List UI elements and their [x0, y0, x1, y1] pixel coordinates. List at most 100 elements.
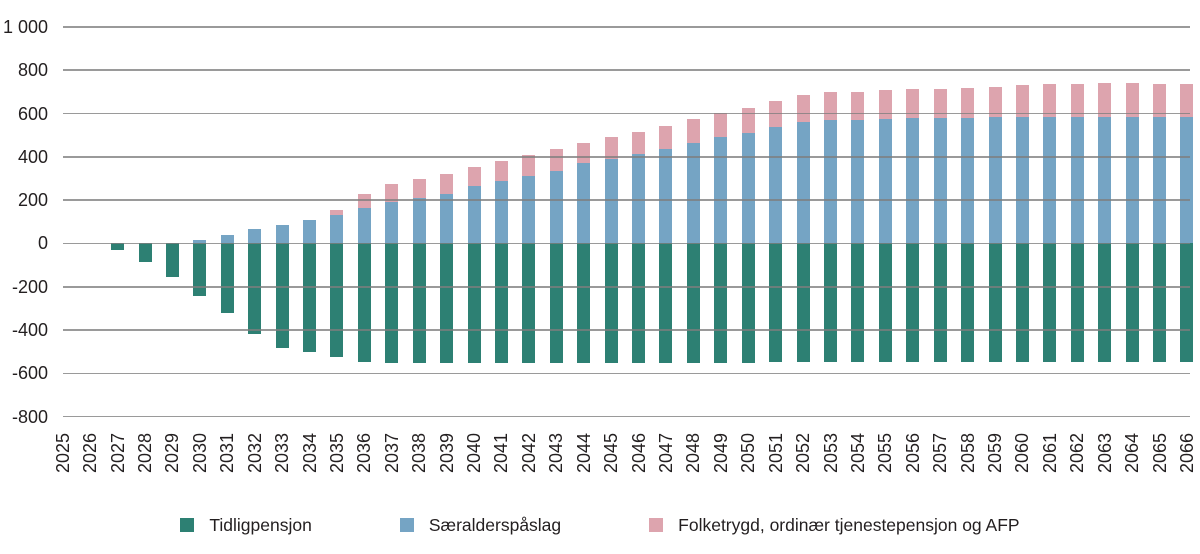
- y-tick-label: -200: [11, 276, 48, 297]
- x-tick-label-2061: 2061: [1039, 432, 1060, 474]
- bar-tidligpensjon-2052: [796, 243, 810, 363]
- y-tick-label: 600: [17, 103, 48, 124]
- x-tick-label-2051: 2051: [765, 432, 786, 474]
- bar-folketrygd-ordin-r-tjene-2050: [741, 108, 755, 134]
- bar-folketrygd-ordin-r-tjene-2042: [522, 154, 536, 177]
- x-tick-label-2034: 2034: [299, 432, 320, 474]
- x-tick-label-2056: 2056: [902, 432, 923, 474]
- y-tick-label: 400: [17, 146, 48, 167]
- bar-s-raldersp-slag-2037: [385, 202, 399, 244]
- x-tick-label-2032: 2032: [244, 432, 265, 474]
- bar-folketrygd-ordin-r-tjene-2057: [933, 88, 947, 118]
- bar-s-raldersp-slag-2054: [851, 120, 865, 244]
- bar-tidligpensjon-2050: [741, 243, 755, 364]
- x-tick-label-2033: 2033: [272, 432, 293, 474]
- x-tick-label-2050: 2050: [738, 432, 759, 474]
- bar-s-raldersp-slag-2062: [1070, 116, 1084, 244]
- bar-s-raldersp-slag-2039: [440, 193, 454, 244]
- legend-item-folketrygd-ordin-r-tjene: Folketrygd, ordinær tjenestepensjon og A…: [649, 515, 1020, 536]
- bar-tidligpensjon-2032: [248, 243, 262, 335]
- bar-s-raldersp-slag-2034: [303, 219, 316, 244]
- bar-s-raldersp-slag-2060: [1015, 116, 1029, 244]
- gridline--600: [63, 372, 1190, 375]
- x-tick-label-2040: 2040: [464, 432, 484, 474]
- bar-folketrygd-ordin-r-tjene-2064: [1125, 83, 1139, 117]
- bar-s-raldersp-slag-2040: [467, 186, 481, 244]
- bar-s-raldersp-slag-2058: [961, 117, 975, 244]
- gridline-0: [63, 242, 1190, 245]
- x-tick-label-2031: 2031: [217, 432, 238, 474]
- legend-swatch-s-raldersp-slag: [399, 518, 414, 532]
- bar-folketrygd-ordin-r-tjene-2054: [851, 91, 865, 120]
- bar-tidligpensjon-2037: [385, 243, 399, 364]
- bar-s-raldersp-slag-2053: [824, 120, 837, 244]
- bar-folketrygd-ordin-r-tjene-2061: [1043, 84, 1057, 117]
- bar-s-raldersp-slag-2056: [906, 117, 920, 244]
- x-tick-label-2043: 2043: [546, 432, 567, 474]
- bar-s-raldersp-slag-2045: [604, 159, 618, 244]
- gridline-800: [63, 69, 1190, 72]
- gridline-1000: [63, 26, 1190, 28]
- x-tick-label-2028: 2028: [135, 432, 155, 474]
- bar-tidligpensjon-2027: [111, 243, 124, 250]
- bar-s-raldersp-slag-2066: [1180, 116, 1194, 244]
- bar-s-raldersp-slag-2048: [686, 142, 700, 244]
- x-tick-label-2048: 2048: [683, 432, 704, 474]
- x-tick-label-2045: 2045: [601, 432, 622, 474]
- x-tick-label-2029: 2029: [162, 432, 183, 474]
- bar-tidligpensjon-2047: [659, 243, 673, 364]
- bar-folketrygd-ordin-r-tjene-2041: [494, 161, 508, 181]
- x-tick-label-2030: 2030: [189, 432, 210, 474]
- y-tick-label: 1 000: [2, 17, 48, 37]
- legend-swatch-tidligpensjon: [180, 518, 195, 532]
- bar-tidligpensjon-2051: [769, 243, 783, 363]
- bar-folketrygd-ordin-r-tjene-2058: [961, 87, 975, 118]
- x-tick-label-2037: 2037: [381, 432, 402, 474]
- gridline--200: [63, 285, 1190, 288]
- x-tick-label-2053: 2053: [820, 432, 841, 474]
- bar-tidligpensjon-2065: [1153, 243, 1166, 363]
- bar-tidligpensjon-2034: [303, 243, 316, 352]
- bar-s-raldersp-slag-2065: [1153, 116, 1166, 244]
- bar-s-raldersp-slag-2038: [412, 198, 426, 244]
- x-tick-label-2060: 2060: [1012, 432, 1033, 474]
- x-tick-label-2041: 2041: [491, 432, 512, 474]
- x-tick-label-2052: 2052: [793, 432, 813, 474]
- x-tick-label-2065: 2065: [1149, 432, 1170, 474]
- bar-folketrygd-ordin-r-tjene-2043: [549, 149, 563, 171]
- bar-tidligpensjon-2049: [714, 243, 728, 364]
- bar-s-raldersp-slag-2050: [741, 133, 755, 244]
- x-tick-label-2058: 2058: [957, 432, 978, 474]
- x-tick-label-2042: 2042: [518, 432, 539, 474]
- bar-s-raldersp-slag-2031: [220, 234, 234, 244]
- bar-tidligpensjon-2033: [275, 243, 289, 349]
- bar-tidligpensjon-2062: [1070, 243, 1084, 363]
- bar-folketrygd-ordin-r-tjene-2065: [1153, 83, 1166, 117]
- bar-tidligpensjon-2039: [440, 243, 454, 364]
- bar-folketrygd-ordin-r-tjene-2049: [714, 112, 728, 138]
- bar-folketrygd-ordin-r-tjene-2035: [330, 209, 344, 216]
- x-tick-label-2047: 2047: [655, 432, 676, 474]
- legend-label: Tidligpensjon: [209, 514, 312, 535]
- bar-folketrygd-ordin-r-tjene-2053: [824, 91, 837, 120]
- legend-item-s-raldersp-slag: Særalderspåslag: [399, 515, 561, 536]
- legend-item-tidligpensjon: Tidligpensjon: [180, 514, 312, 536]
- bar-tidligpensjon-2057: [933, 243, 947, 363]
- x-tick-label-2057: 2057: [930, 432, 951, 474]
- x-tick-label-2026: 2026: [80, 432, 101, 474]
- bar-tidligpensjon-2058: [961, 243, 975, 363]
- x-tick-label-2064: 2064: [1122, 432, 1143, 474]
- bar-folketrygd-ordin-r-tjene-2038: [412, 178, 426, 198]
- bar-folketrygd-ordin-r-tjene-2044: [577, 142, 591, 164]
- bar-tidligpensjon-2038: [412, 243, 426, 364]
- bar-tidligpensjon-2066: [1180, 243, 1194, 363]
- bar-tidligpensjon-2059: [988, 243, 1002, 363]
- bar-tidligpensjon-2046: [632, 243, 645, 364]
- bar-s-raldersp-slag-2032: [248, 229, 262, 244]
- x-tick-label-2066: 2066: [1176, 432, 1197, 474]
- bar-tidligpensjon-2061: [1043, 243, 1057, 363]
- bar-folketrygd-ordin-r-tjene-2055: [878, 89, 892, 119]
- y-tick-label: -800: [11, 406, 48, 427]
- bar-tidligpensjon-2045: [604, 243, 618, 364]
